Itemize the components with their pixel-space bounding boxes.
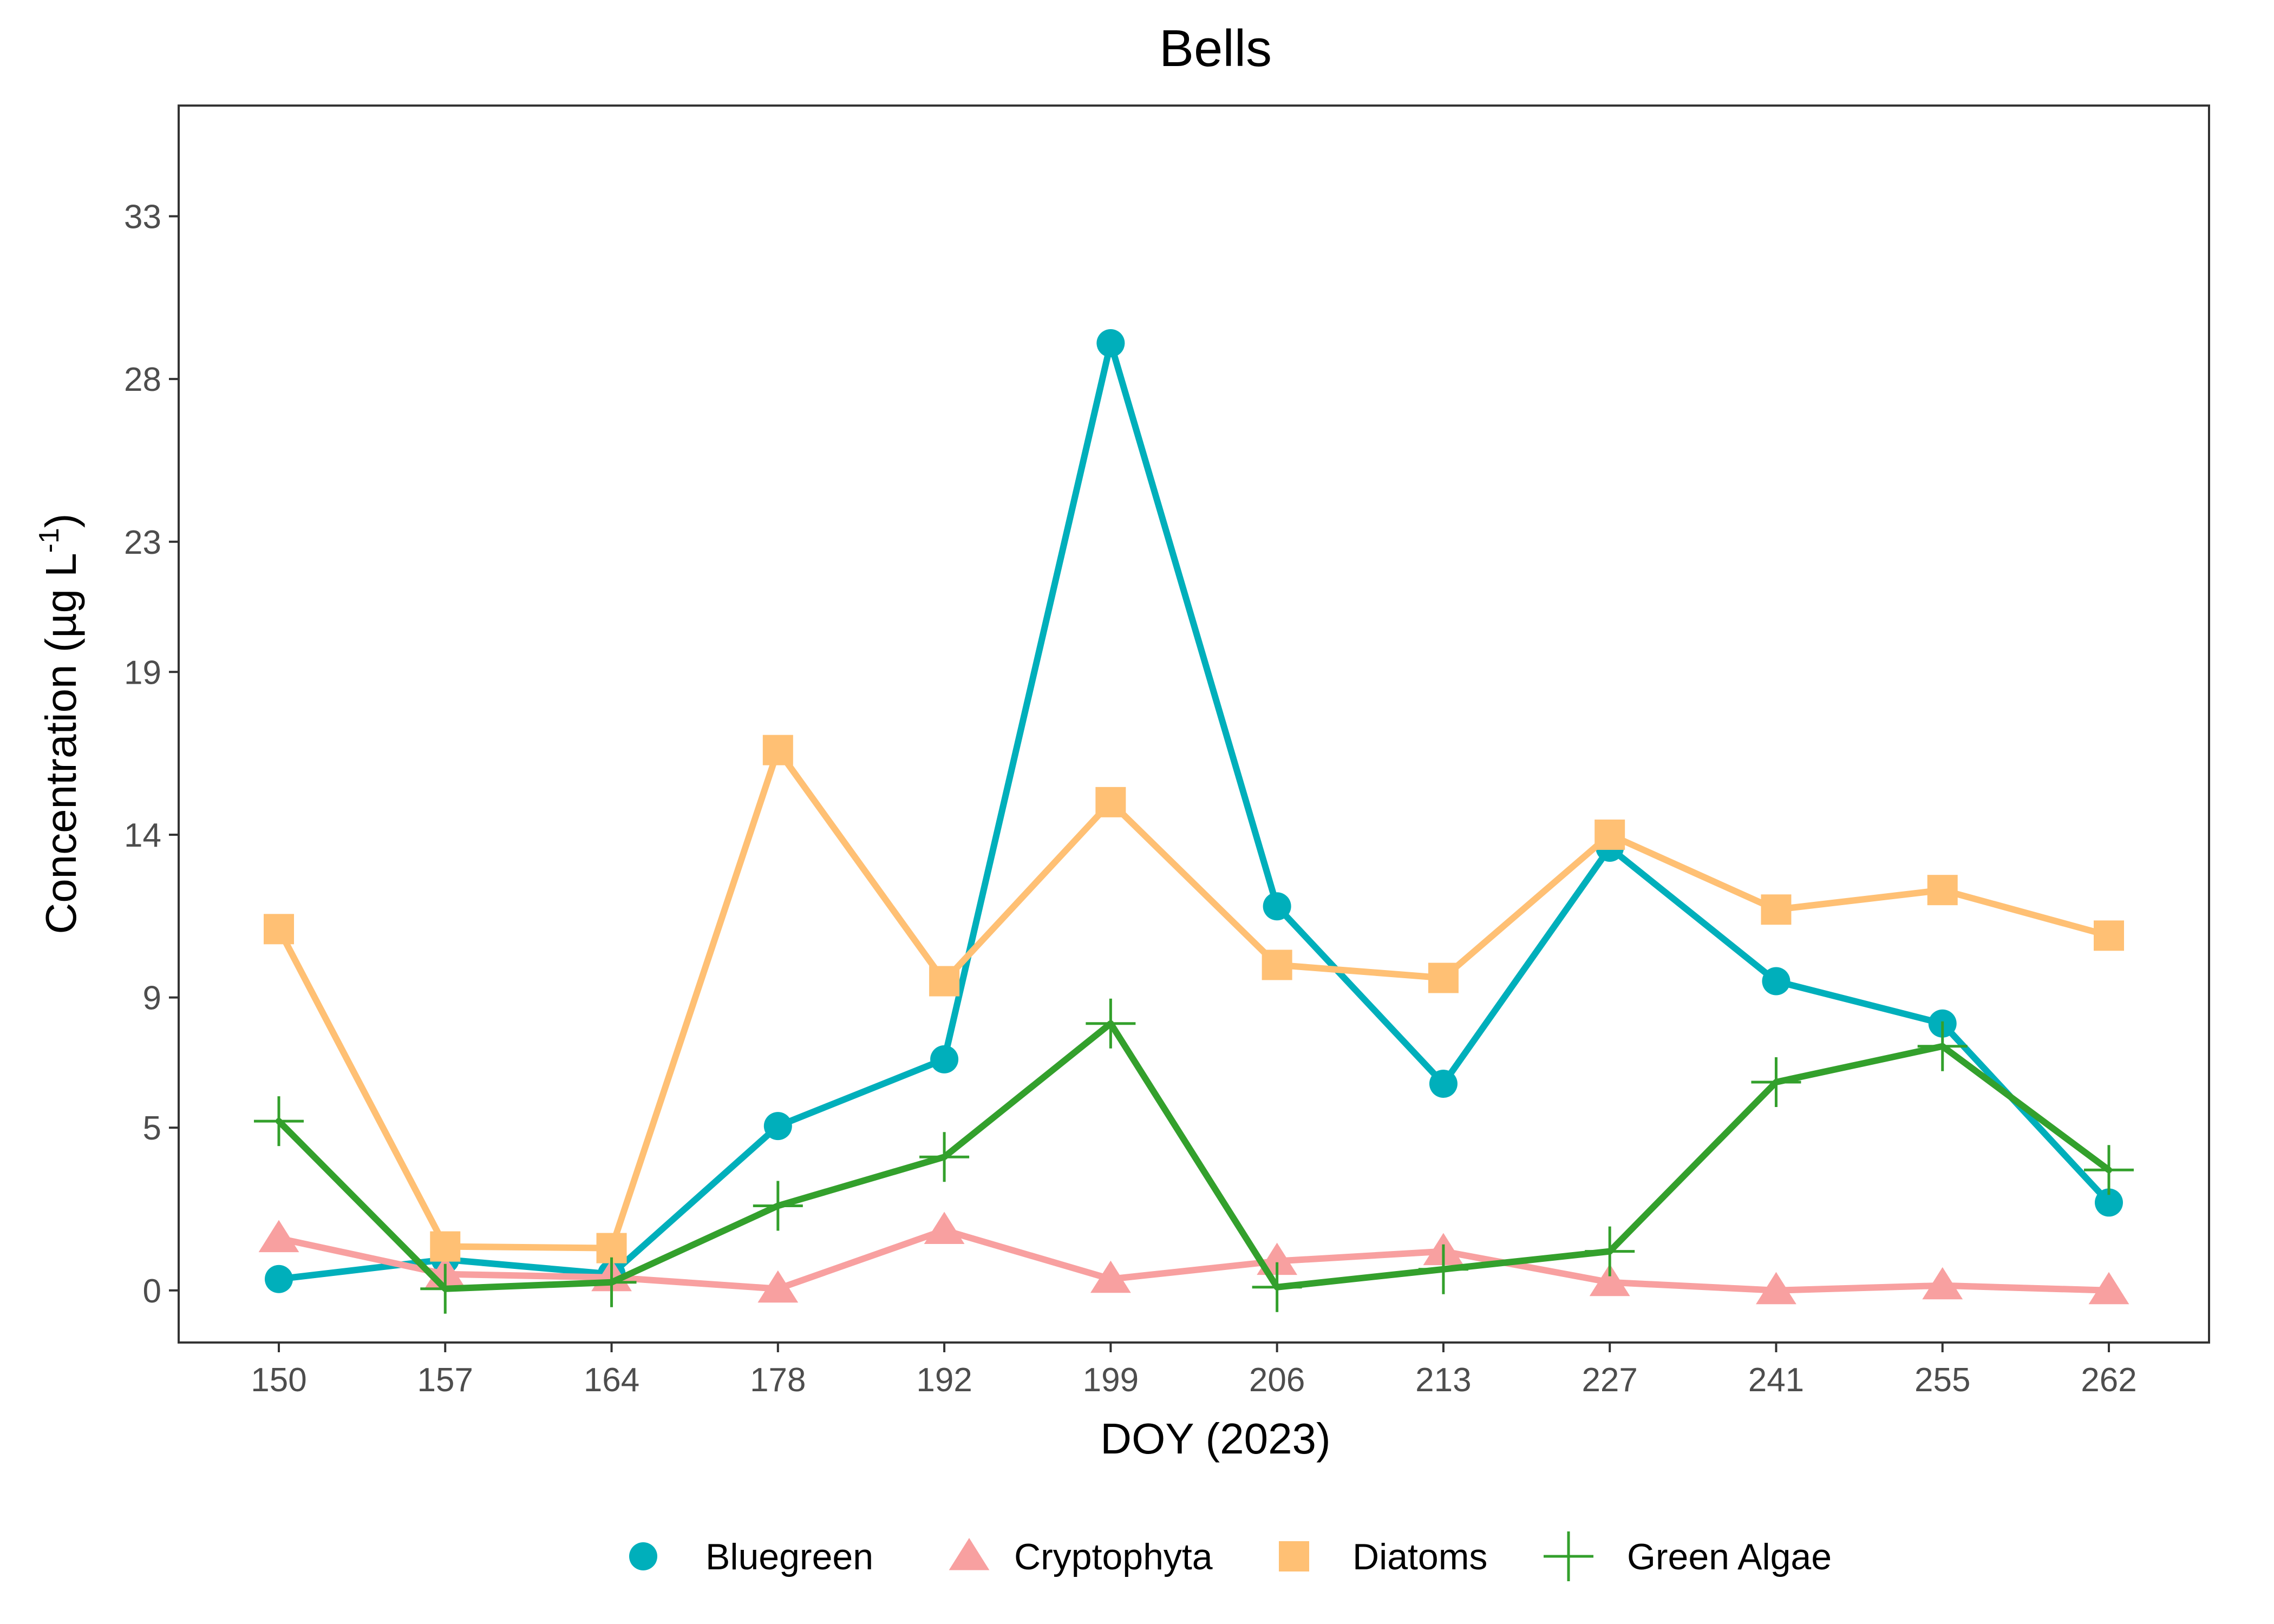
- data-point-bluegreen: [265, 1265, 293, 1293]
- legend-label-cryptophyta: Cryptophyta: [1014, 1536, 1213, 1577]
- legend-label-diatoms: Diatoms: [1352, 1536, 1487, 1577]
- data-point-bluegreen: [1263, 892, 1291, 921]
- data-point-diatoms: [1595, 819, 1625, 850]
- x-tick-label: 227: [1582, 1361, 1637, 1399]
- x-tick-label: 150: [251, 1361, 306, 1399]
- y-axis: 0 5 9 14 19 23 28 33: [124, 198, 179, 1310]
- series-layer: [254, 329, 2134, 1314]
- x-axis-title: DOY (2023): [1100, 1415, 1330, 1463]
- y-tick-label: 0: [143, 1273, 161, 1310]
- legend-key-green-algae: [1544, 1531, 1593, 1581]
- data-point-diatoms: [264, 914, 294, 945]
- y-tick-label: 14: [124, 817, 161, 854]
- data-point-cryptophyta: [1589, 1263, 1630, 1296]
- data-point-green-algae: [2084, 1145, 2134, 1195]
- x-axis: 150 157 164 178 192 199 206 213 227 241 255 262: [251, 1343, 2137, 1399]
- data-point-bluegreen: [1429, 1069, 1458, 1098]
- legend-item-diatoms: Diatoms: [1279, 1536, 1487, 1577]
- y-tick-label: 28: [124, 361, 161, 398]
- x-tick-label: 206: [1249, 1361, 1305, 1399]
- data-point-bluegreen: [1762, 967, 1791, 996]
- y-tick-label: 33: [124, 198, 161, 235]
- series-line-bluegreen: [276, 339, 2112, 1282]
- data-point-cryptophyta: [1922, 1267, 1963, 1300]
- data-point-cryptophyta: [2088, 1272, 2129, 1305]
- x-tick-label: 157: [417, 1361, 473, 1399]
- data-point-green-algae: [1751, 1057, 1801, 1107]
- legend-label-bluegreen: Bluegreen: [705, 1536, 873, 1577]
- data-point-green-algae: [420, 1263, 471, 1314]
- data-point-cryptophyta: [924, 1212, 965, 1245]
- data-point-bluegreen: [2095, 1188, 2123, 1217]
- data-point-cryptophyta: [258, 1220, 299, 1253]
- x-tick-label: 178: [750, 1361, 806, 1399]
- y-tick-label: 9: [143, 980, 161, 1017]
- x-tick-label: 255: [1914, 1361, 1970, 1399]
- y-axis-title-superscript: -1: [34, 528, 65, 553]
- data-point-green-algae: [254, 1096, 304, 1147]
- data-point-diatoms: [929, 966, 960, 997]
- series-green-algae: [254, 998, 2134, 1314]
- legend-label-green-algae: Green Algae: [1627, 1536, 1832, 1577]
- legend-item-bluegreen: Bluegreen: [629, 1536, 873, 1577]
- legend-key-bluegreen: [629, 1542, 657, 1570]
- data-point-cryptophyta: [1090, 1260, 1131, 1293]
- data-point-diatoms: [1262, 949, 1292, 980]
- data-point-green-algae: [586, 1257, 637, 1307]
- data-point-diatoms: [1927, 875, 1958, 906]
- x-tick-label: 241: [1748, 1361, 1804, 1399]
- y-axis-title-main: Concentration (µg L: [37, 553, 85, 934]
- x-tick-label: 164: [584, 1361, 639, 1399]
- y-tick-label: 5: [143, 1110, 161, 1147]
- data-point-bluegreen: [1096, 329, 1125, 357]
- legend: Bluegreen Cryptophyta Diatoms Green Algae: [629, 1531, 1832, 1581]
- data-point-green-algae: [919, 1132, 970, 1182]
- data-point-green-algae: [1252, 1262, 1302, 1312]
- x-tick-label: 192: [916, 1361, 972, 1399]
- data-point-diatoms: [1761, 894, 1792, 925]
- chart-title: Bells: [1159, 19, 1272, 77]
- y-axis-title-close: ): [37, 513, 85, 528]
- data-point-cryptophyta: [1756, 1272, 1796, 1305]
- data-point-green-algae: [1585, 1226, 1635, 1276]
- legend-key-cryptophyta: [949, 1538, 990, 1570]
- y-tick-label: 19: [124, 654, 161, 691]
- data-point-green-algae: [753, 1181, 803, 1231]
- x-tick-label: 262: [2081, 1361, 2136, 1399]
- plot-panel: [178, 104, 2210, 1344]
- data-point-green-algae: [1917, 1021, 1968, 1071]
- data-point-diatoms: [2094, 920, 2124, 951]
- data-point-green-algae: [1418, 1244, 1468, 1294]
- series-line-cryptophyta: [276, 1227, 2112, 1294]
- y-axis-title: Concentration (µg L-1): [34, 513, 85, 934]
- legend-item-green-algae: Green Algae: [1544, 1531, 1832, 1581]
- y-tick-label: 23: [124, 524, 161, 561]
- x-tick-label: 199: [1083, 1361, 1139, 1399]
- series-line-diatoms: [276, 746, 2112, 1252]
- x-tick-label: 213: [1415, 1361, 1471, 1399]
- series-diatoms: [264, 735, 2124, 1263]
- data-point-cryptophyta: [757, 1270, 799, 1303]
- series-line-green-algae: [276, 1020, 2112, 1292]
- data-point-bluegreen: [930, 1045, 959, 1073]
- legend-item-cryptophyta: Cryptophyta: [949, 1536, 1213, 1577]
- legend-key-diatoms: [1279, 1541, 1309, 1571]
- data-point-diatoms: [1428, 962, 1459, 993]
- data-point-diatoms: [1095, 787, 1126, 817]
- data-point-diatoms: [430, 1231, 461, 1262]
- data-point-bluegreen: [763, 1112, 792, 1141]
- data-point-diatoms: [762, 735, 793, 765]
- data-point-green-algae: [1086, 998, 1136, 1049]
